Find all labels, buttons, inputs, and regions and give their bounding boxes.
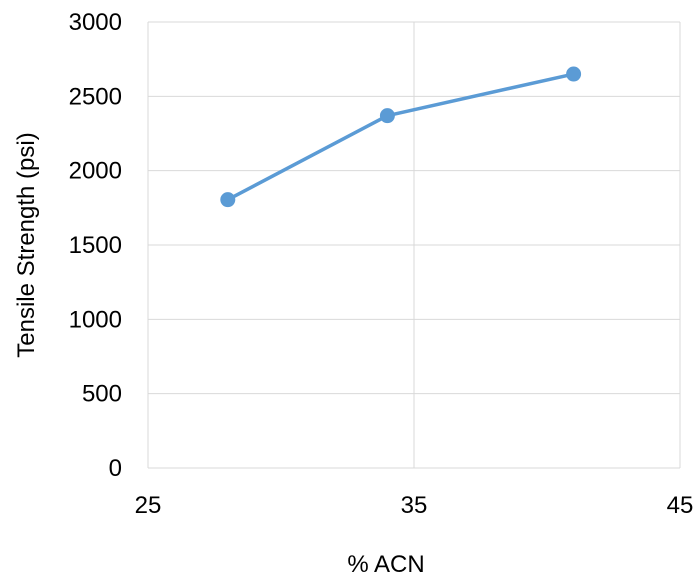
series-line [226,72,576,202]
gridlines [148,21,681,468]
data-point [566,66,582,82]
y-tick-label: 1000 [69,306,122,333]
data-series [220,66,582,208]
y-tick-label: 3000 [69,9,122,36]
y-tick-label: 1500 [69,232,122,259]
data-point [220,192,236,208]
y-tick-label: 500 [82,381,122,408]
tick-labels: 0 500 1000 1500 2000 2500 3000 25 35 45 [69,9,694,519]
y-axis-title: Tensile Strength (psi) [13,132,40,357]
y-tick-label: 2500 [69,83,122,110]
x-axis-title: % ACN [347,551,424,578]
x-tick-label: 25 [135,492,162,519]
data-point [379,108,395,124]
y-tick-label: 0 [109,455,122,482]
x-tick-label: 35 [401,492,428,519]
y-tick-label: 2000 [69,158,122,185]
axes [147,22,680,469]
x-tick-label: 45 [667,492,694,519]
